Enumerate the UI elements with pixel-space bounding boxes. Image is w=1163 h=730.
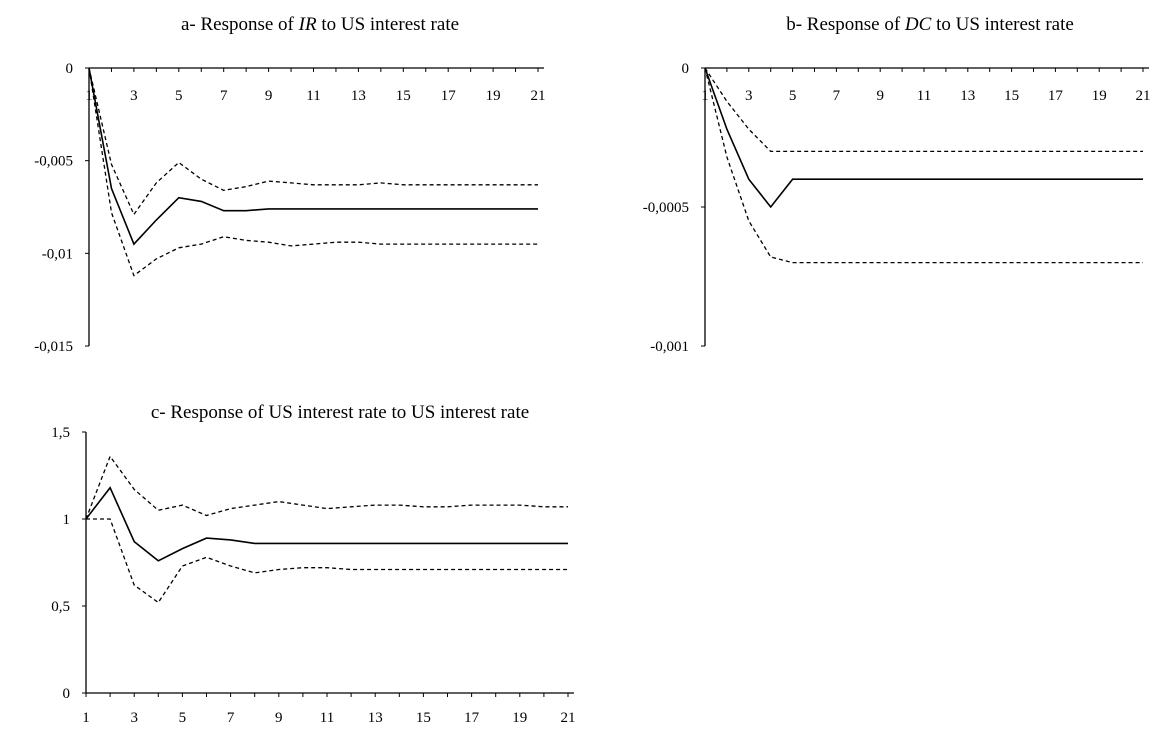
x-tick-label: 9 xyxy=(265,88,273,104)
x-tick-label: 11 xyxy=(306,88,320,104)
x-tick-label: 7 xyxy=(227,710,235,726)
confidence-band-line-1 xyxy=(704,67,1143,153)
response-line-0 xyxy=(85,486,568,562)
x-tick-label: 5 xyxy=(179,710,187,726)
x-tick-label: 3 xyxy=(130,88,138,104)
title-suffix: to US interest rate xyxy=(931,14,1073,35)
x-tick-label: 5 xyxy=(789,88,797,104)
x-tick-label: 3 xyxy=(745,88,753,104)
x-tick-label: 21 xyxy=(531,88,546,104)
x-tick-label: 19 xyxy=(486,88,501,104)
x-tick-label: 19 xyxy=(1092,88,1107,104)
y-tick-label: -0,015 xyxy=(34,339,73,355)
x-tick-label: 9 xyxy=(876,88,884,104)
x-tick-label: 17 xyxy=(1048,88,1064,104)
x-tick-label: 13 xyxy=(368,710,383,726)
title-prefix: c- Response of US interest rate to US in… xyxy=(151,402,529,423)
title-prefix: b- Response of xyxy=(786,14,905,35)
confidence-band-line-1 xyxy=(88,67,538,216)
title-prefix: a- Response of xyxy=(181,14,299,35)
y-tick-label: 0 xyxy=(63,686,71,702)
x-tick-label: 5 xyxy=(175,88,183,104)
chart-panel-c: c- Response of US interest rate to US in… xyxy=(51,402,575,726)
x-tick-label: 17 xyxy=(464,710,480,726)
chart-title: a- Response of IR to US interest rate xyxy=(181,14,459,35)
x-tick-label: 19 xyxy=(512,710,527,726)
title-variable: IR xyxy=(298,14,317,35)
x-tick-label: 1 xyxy=(701,88,709,104)
x-tick-label: 15 xyxy=(1004,88,1019,104)
x-tick-label: 13 xyxy=(351,88,366,104)
title-suffix: to US interest rate xyxy=(317,14,459,35)
x-tick-label: 21 xyxy=(1136,88,1151,104)
y-tick-label: 0 xyxy=(66,61,74,77)
y-tick-label: 1,5 xyxy=(51,425,70,441)
x-tick-label: 3 xyxy=(130,710,138,726)
x-tick-label: 9 xyxy=(275,710,283,726)
x-tick-label: 7 xyxy=(220,88,228,104)
x-tick-label: 17 xyxy=(441,88,457,104)
chart-title: c- Response of US interest rate to US in… xyxy=(151,402,529,423)
x-tick-label: 7 xyxy=(833,88,841,104)
x-tick-label: 11 xyxy=(917,88,931,104)
y-tick-label: 0,5 xyxy=(51,599,70,615)
x-tick-label: 13 xyxy=(960,88,975,104)
x-tick-label: 1 xyxy=(82,710,90,726)
x-tick-label: 21 xyxy=(561,710,576,726)
confidence-band-line-1 xyxy=(85,455,568,520)
y-tick-label: 1 xyxy=(63,512,71,528)
chart-title: b- Response of DC to US interest rate xyxy=(786,14,1074,35)
x-tick-label: 11 xyxy=(320,710,334,726)
chart-panel-b: b- Response of DC to US interest rate 0 -0… xyxy=(643,14,1151,355)
confidence-band-line-2 xyxy=(86,518,568,604)
x-tick-label: 15 xyxy=(396,88,411,104)
x-tick-label: 1 xyxy=(85,88,93,104)
chart-panel-a: a- Response of IR to US interest rate 0 -0… xyxy=(34,14,545,355)
y-tick-label: -0,005 xyxy=(34,154,73,170)
y-tick-label: 0 xyxy=(682,61,690,77)
response-line-0 xyxy=(88,67,538,246)
title-variable: DC xyxy=(904,14,932,35)
y-tick-label: -0,01 xyxy=(42,246,73,262)
x-tick-label: 15 xyxy=(416,710,431,726)
response-line-0 xyxy=(704,67,1143,209)
y-tick-label: -0,001 xyxy=(650,339,689,355)
y-tick-label: -0,0005 xyxy=(643,200,689,216)
